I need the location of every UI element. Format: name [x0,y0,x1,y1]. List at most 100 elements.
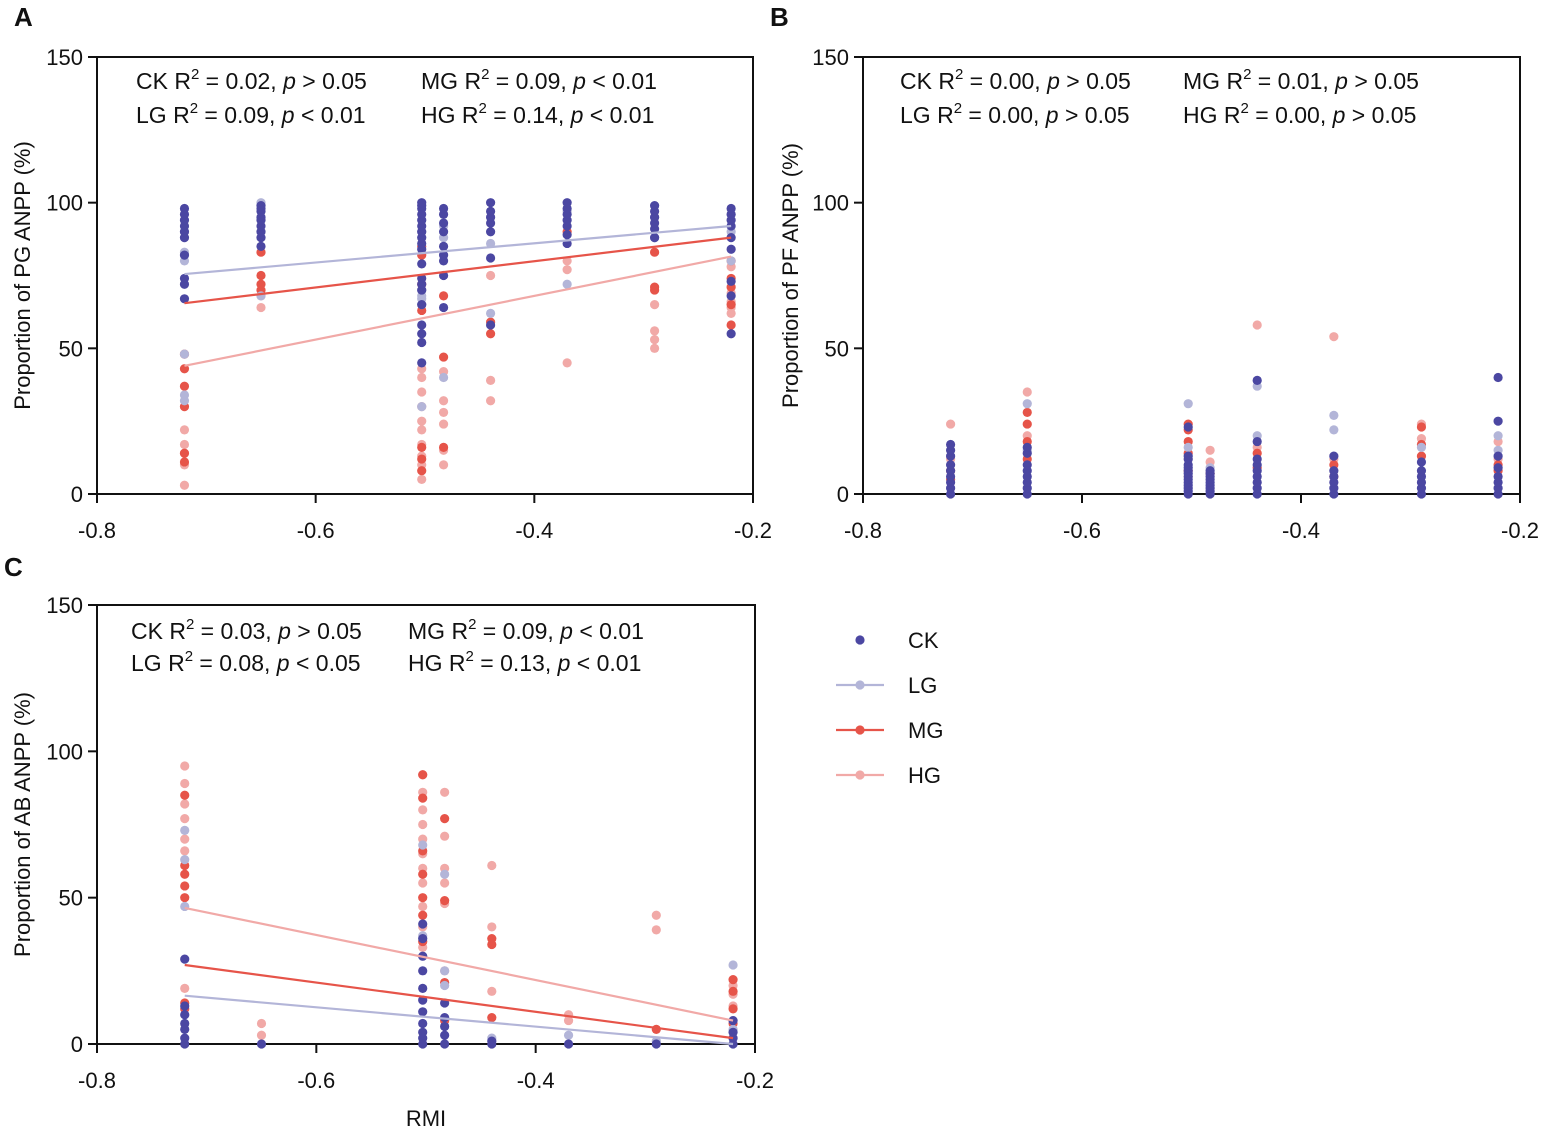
stat-fragment: R [458,68,481,94]
data-point-lg [1416,442,1427,452]
data-point-lg [180,855,190,865]
stat-value: MG [1183,68,1220,94]
stat-fragment: 2 [186,616,194,633]
data-point-ck [726,244,736,254]
data-point-lg [418,840,428,850]
data-point-ck [726,291,736,301]
y-tick-label: 150 [812,45,849,70]
stat-fragment: , [269,102,282,128]
data-point-lg [440,869,450,879]
data-point-hg [417,387,427,397]
data-point-ck [179,203,190,214]
data-point-ck [1252,375,1262,385]
stat-fragment: p [572,68,586,94]
y-tick-label: 150 [46,45,83,70]
data-point-ck [1252,436,1262,447]
legend-label: CK [908,628,939,653]
data-point-hg [180,983,190,993]
x-tick-label: -0.6 [297,518,335,543]
stat-fragment: = [487,102,513,128]
stat-mg: MG R2 = 0.09, p < 0.01 [421,66,657,94]
data-point-mg [418,770,428,780]
data-point-ck [1493,471,1503,482]
series-ck [179,198,736,368]
stat-fragment: = [489,68,515,94]
stat-fragment: = [963,68,989,94]
stat-value: LG [131,650,162,676]
data-point-ck [1329,451,1339,461]
y-tick-label: 0 [71,482,83,507]
data-point-hg [650,334,660,345]
data-point-mg [1022,419,1032,429]
data-point-mg [438,291,449,301]
data-point-mg [180,790,190,800]
data-point-hg [650,343,660,353]
data-point-ck [418,1018,428,1029]
fit-line-hg [184,906,734,1022]
stat-fragment: = [1249,102,1275,128]
data-point-hg [562,358,572,368]
fit-line-hg [184,255,732,367]
series-hg [180,761,738,1040]
stat-fragment: p [276,650,290,676]
stat-fragment: p [1334,68,1348,94]
stat-fragment: R [163,618,186,644]
y-tick-label: 150 [46,593,83,618]
stat-fragment: p [557,650,571,676]
data-point-ck [438,302,449,313]
data-point-hg [438,396,449,406]
data-point-lg [438,372,449,383]
stat-value: 0.14 [513,102,558,128]
data-point-ck [418,919,428,929]
data-point-hg [487,986,497,996]
data-point-mg [440,814,450,824]
data-point-hg [438,419,449,429]
stat-value: MG [421,68,458,94]
data-point-ck [256,241,266,251]
stat-value: 0.00 [988,102,1033,128]
data-point-ck [486,320,496,330]
data-point-mg [487,939,497,950]
data-point-mg [486,329,496,339]
data-point-hg [417,372,427,383]
stat-fragment: = [194,618,220,644]
data-point-ck [563,1039,574,1049]
data-point-ck [438,203,449,214]
data-point-hg [486,270,496,281]
y-tick-label: 100 [812,191,849,216]
data-point-mg [726,320,736,330]
series-lg [946,381,1503,473]
data-point-hg [256,1030,267,1040]
x-tick-label: -0.6 [1063,518,1101,543]
legend-marker [855,680,865,690]
data-point-ck [946,460,956,470]
stat-hg: HG R2 = 0.14, p < 0.01 [421,100,654,128]
data-point-lg [179,390,190,400]
data-point-hg [179,425,190,435]
stat-fragment: , [558,102,571,128]
stat-value: 0.09 [224,102,269,128]
y-axis-title: Proportion of PF ANPP (%) [778,143,803,408]
stat-fragment: R [167,102,190,128]
data-point-mg [728,986,738,996]
stat-fragment: , [265,618,278,644]
fit-line-mg [184,236,732,305]
stat-p-value: < 0.01 [586,68,657,94]
data-point-ck [1493,451,1503,461]
plot-frame [96,56,754,495]
stat-fragment: R [162,650,185,676]
data-point-ck [418,934,428,944]
stat-p-value: < 0.05 [290,650,361,676]
data-point-lg [1329,425,1339,435]
stat-ck: CK R2 = 0.02, p > 0.05 [136,66,367,94]
data-point-ck [417,329,427,339]
stat-fragment: R [932,68,955,94]
data-point-hg [417,416,427,426]
stat-ck: CK R2 = 0.03, p > 0.05 [131,616,362,644]
stat-fragment: p [1332,102,1346,128]
data-point-lg [486,308,496,318]
data-point-mg [726,300,736,310]
stat-fragment: R [168,68,191,94]
stat-value: 0.09 [503,618,548,644]
